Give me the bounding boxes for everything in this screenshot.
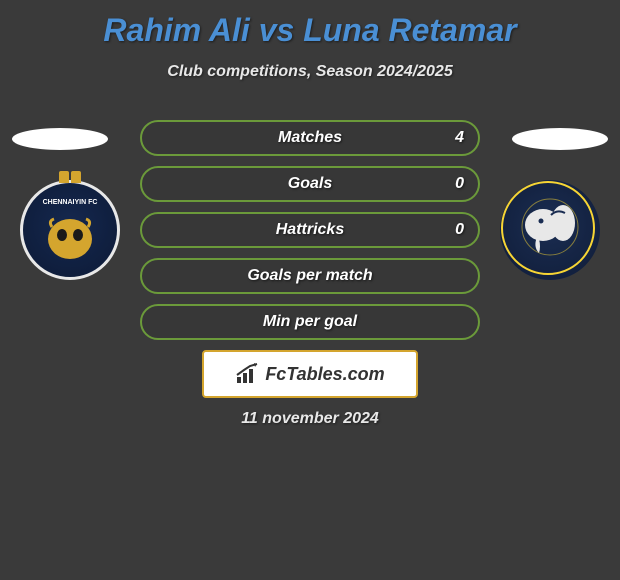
- stat-row-goals: Goals 0: [140, 166, 480, 202]
- stat-row-hattricks: Hattricks 0: [140, 212, 480, 248]
- season-subtitle: Club competitions, Season 2024/2025: [0, 63, 620, 81]
- stat-label: Min per goal: [263, 313, 357, 331]
- player-left-shadow: [12, 128, 108, 150]
- stat-label: Matches: [278, 129, 342, 147]
- stat-value-right: 0: [455, 221, 464, 239]
- comparison-date: 11 november 2024: [0, 410, 620, 428]
- stats-container: Matches 4 Goals 0 Hattricks 0 Goals per …: [140, 120, 480, 350]
- comparison-title: Rahim Ali vs Luna Retamar: [0, 0, 620, 49]
- trophies-icon: [59, 171, 81, 183]
- stat-row-goals-per-match: Goals per match: [140, 258, 480, 294]
- mask-icon: [42, 215, 98, 271]
- stat-value-right: 4: [455, 129, 464, 147]
- branding-text: FcTables.com: [265, 364, 384, 385]
- branding-badge: FcTables.com: [202, 350, 418, 398]
- stat-value-right: 0: [455, 175, 464, 193]
- kerala-blasters-logo: [500, 180, 600, 280]
- stat-label: Hattricks: [276, 221, 344, 239]
- team-left-name: CHENNAIYIN FC: [23, 199, 117, 206]
- stat-label: Goals: [288, 175, 332, 193]
- stat-row-matches: Matches 4: [140, 120, 480, 156]
- stat-label: Goals per match: [247, 267, 372, 285]
- chennaiyin-logo: CHENNAIYIN FC: [20, 180, 120, 280]
- elephant-icon: [515, 195, 585, 265]
- player-right-shadow: [512, 128, 608, 150]
- chart-icon: [235, 363, 261, 385]
- stat-row-min-per-goal: Min per goal: [140, 304, 480, 340]
